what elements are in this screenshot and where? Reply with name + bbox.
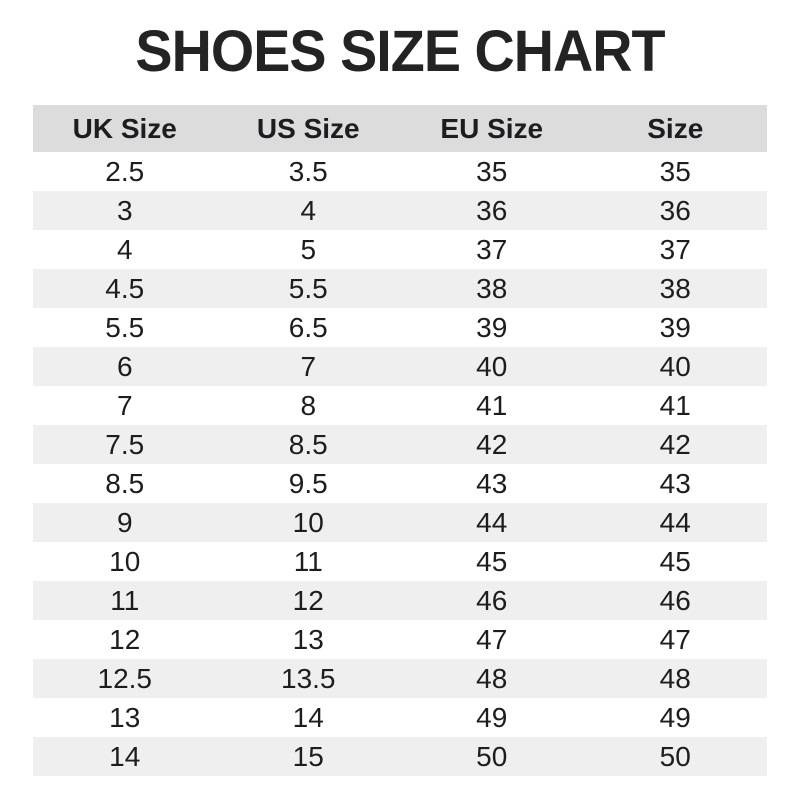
size-chart-table: UK Size US Size EU Size Size 2.5 3.5 35 35 3… <box>33 105 767 776</box>
table-cell: 12.5 <box>97 662 153 694</box>
table-cell: 6 <box>116 350 133 382</box>
table-cell: 48 <box>476 662 508 694</box>
table-cell: 37 <box>659 233 691 265</box>
table-cell: 36 <box>476 194 508 226</box>
table-row: 3 4 36 36 <box>33 191 767 230</box>
table-cell: 10 <box>292 506 324 538</box>
table-cell: 9.5 <box>288 467 328 499</box>
table-cell: 13 <box>292 623 324 655</box>
table-cell: 12 <box>109 623 141 655</box>
table-cell: 41 <box>659 389 691 421</box>
table-row: 13 14 49 49 <box>33 698 767 737</box>
table-cell: 10 <box>109 545 141 577</box>
table-cell: 2.5 <box>105 155 145 187</box>
table-header-row: UK Size US Size EU Size Size <box>33 105 767 152</box>
table-cell: 41 <box>476 389 508 421</box>
table-cell: 50 <box>476 740 508 772</box>
table-cell: 48 <box>659 662 691 694</box>
table-row: 10 11 45 45 <box>33 542 767 581</box>
table-row: 5.5 6.5 39 39 <box>33 308 767 347</box>
table-cell: 13.5 <box>281 662 336 694</box>
table-row: 6 7 40 40 <box>33 347 767 386</box>
table-cell: 13 <box>109 701 141 733</box>
table-cell: 9 <box>116 506 133 538</box>
table-row: 12 13 47 47 <box>33 620 767 659</box>
table-cell: 4 <box>300 194 317 226</box>
table-cell: 8.5 <box>288 428 328 460</box>
table-cell: 7.5 <box>105 428 145 460</box>
table-cell: 46 <box>659 584 691 616</box>
table-cell: 45 <box>476 545 508 577</box>
table-cell: 5 <box>300 233 317 265</box>
table-cell: 49 <box>476 701 508 733</box>
table-cell: 11 <box>293 545 323 577</box>
table-row: 14 15 50 50 <box>33 737 767 776</box>
table-cell: 38 <box>659 272 691 304</box>
table-cell: 43 <box>476 467 508 499</box>
table-cell: 7 <box>300 350 317 382</box>
table-row: 7.5 8.5 42 42 <box>33 425 767 464</box>
table-row: 8.5 9.5 43 43 <box>33 464 767 503</box>
column-header-us-size: US Size <box>256 112 360 144</box>
table-cell: 14 <box>109 740 141 772</box>
table-cell: 40 <box>659 350 691 382</box>
table-cell: 36 <box>659 194 691 226</box>
table-cell: 40 <box>476 350 508 382</box>
table-cell: 11 <box>110 584 140 616</box>
table-cell: 47 <box>659 623 691 655</box>
table-cell: 8 <box>300 389 317 421</box>
page-title: SHOES SIZE CHART <box>135 19 665 84</box>
table-row: 7 8 41 41 <box>33 386 767 425</box>
table-row: 2.5 3.5 35 35 <box>33 152 767 191</box>
column-header-uk-size: UK Size <box>72 112 177 144</box>
table-cell: 44 <box>476 506 508 538</box>
table-cell: 6.5 <box>288 311 328 343</box>
table-cell: 43 <box>659 467 691 499</box>
table-cell: 44 <box>659 506 691 538</box>
table-cell: 39 <box>476 311 508 343</box>
table-cell: 35 <box>659 155 691 187</box>
table-cell: 4.5 <box>105 272 145 304</box>
table-cell: 5.5 <box>105 311 145 343</box>
table-cell: 3.5 <box>288 155 328 187</box>
table-row: 12.5 13.5 48 48 <box>33 659 767 698</box>
column-header-eu-size: EU Size <box>440 112 544 144</box>
table-cell: 38 <box>476 272 508 304</box>
table-cell: 7 <box>116 389 133 421</box>
table-cell: 50 <box>659 740 691 772</box>
table-row: 4 5 37 37 <box>33 230 767 269</box>
table-cell: 42 <box>476 428 508 460</box>
table-cell: 4 <box>116 233 133 265</box>
table-cell: 37 <box>476 233 508 265</box>
table-cell: 45 <box>659 545 691 577</box>
table-cell: 8.5 <box>105 467 145 499</box>
table-cell: 46 <box>476 584 508 616</box>
table-cell: 12 <box>292 584 324 616</box>
table-cell: 35 <box>476 155 508 187</box>
table-cell: 42 <box>659 428 691 460</box>
column-header-size: Size <box>647 112 704 144</box>
table-cell: 14 <box>292 701 324 733</box>
table-cell: 5.5 <box>288 272 328 304</box>
table-row: 11 12 46 46 <box>33 581 767 620</box>
table-header: UK Size US Size EU Size Size <box>33 105 767 152</box>
table-cell: 49 <box>659 701 691 733</box>
table-cell: 39 <box>659 311 691 343</box>
table-cell: 47 <box>476 623 508 655</box>
size-table-body: 2.5 3.5 35 35 3 4 36 36 4 5 37 37 4.5 5.5 38 38 5.5 6.5 39… <box>33 152 767 776</box>
table-row: 9 10 44 44 <box>33 503 767 542</box>
table-row: 4.5 5.5 38 38 <box>33 269 767 308</box>
table-cell: 3 <box>116 194 133 226</box>
table-cell: 15 <box>292 740 324 772</box>
